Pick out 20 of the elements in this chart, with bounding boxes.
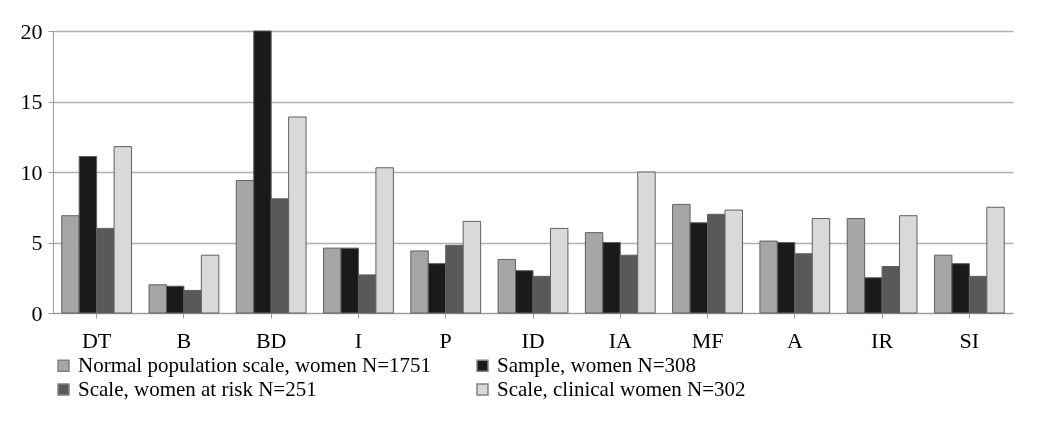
legend-label: Scale, clinical women N=302 xyxy=(497,376,746,401)
y-tick-label: 0 xyxy=(31,300,43,326)
x-tick-label: B xyxy=(176,327,192,353)
legend-label: Sample, women N=308 xyxy=(497,352,697,377)
legend-label: Scale, women at risk N=251 xyxy=(78,376,317,401)
x-tick-label: DT xyxy=(81,327,112,353)
y-tick-label: 10 xyxy=(20,159,43,185)
x-tick-label: BD xyxy=(255,327,287,353)
x-tick-label: I xyxy=(354,327,363,353)
y-tick-label: 20 xyxy=(20,18,43,44)
x-tick-label: ID xyxy=(521,327,545,353)
legend-label: Normal population scale, women N=1751 xyxy=(78,352,432,377)
x-tick-label: SI xyxy=(959,327,980,353)
x-tick-label: IR xyxy=(871,327,894,353)
x-tick-label: A xyxy=(786,327,803,353)
y-tick-label: 15 xyxy=(20,89,43,114)
x-tick-label: IA xyxy=(608,327,632,353)
y-tick-label: 5 xyxy=(31,230,43,255)
x-tick-label: MF xyxy=(691,327,724,353)
x-tick-label: P xyxy=(439,327,452,353)
